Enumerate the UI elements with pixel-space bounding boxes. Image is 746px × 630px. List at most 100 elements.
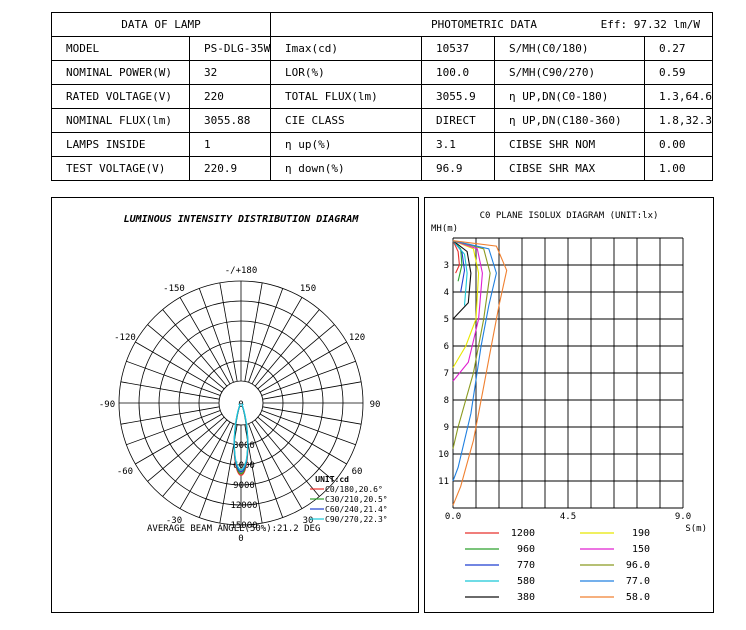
row-value: 3055.88 bbox=[188, 108, 272, 133]
isolux-legend-label: 77.0 bbox=[626, 576, 650, 587]
polar-spoke bbox=[162, 419, 228, 497]
angle-label: 30 bbox=[303, 516, 314, 526]
isolux-curve-5 bbox=[452, 240, 480, 368]
radial-tick-label: 3000 bbox=[233, 441, 255, 451]
efficiency-label: Eff: 97.32 lm/W bbox=[600, 18, 701, 31]
angle-label: -60 bbox=[117, 467, 133, 477]
legend-label: C0/180,20.6° bbox=[325, 485, 383, 494]
angle-label: 120 bbox=[349, 333, 365, 343]
row-value: 1.8,32.3 bbox=[644, 108, 714, 133]
row-label: S/MH(C0/180) bbox=[494, 36, 646, 61]
photometric-table: DATA OF LAMP PHOTOMETRIC DATA Eff: 97.32… bbox=[50, 12, 714, 181]
row-value: 1.3,64.6 bbox=[644, 84, 714, 109]
row-label: RATED VOLTAGE(V) bbox=[51, 84, 190, 109]
row-label: Imax(cd) bbox=[270, 36, 423, 61]
legend-label: C60/240,21.4° bbox=[325, 505, 388, 514]
series-curve-3 bbox=[233, 403, 249, 471]
angle-label: 60 bbox=[352, 467, 363, 477]
row-value: 220 bbox=[188, 84, 272, 109]
y-tick-label: 8 bbox=[444, 396, 449, 406]
isolux-legend-label: 150 bbox=[632, 544, 650, 555]
photo-header-cell: PHOTOMETRIC DATA Eff: 97.32 lm/W bbox=[270, 12, 714, 37]
polar-spoke bbox=[254, 419, 320, 497]
angle-label: -120 bbox=[114, 333, 136, 343]
table-row: NOMINAL FLUX(lm) 3055.88 CIE CLASS DIRECT η … bbox=[51, 108, 714, 133]
polar-spoke bbox=[179, 421, 231, 509]
table-row: NOMINAL POWER(W) 32 LOR(%) 100.0 S/MH(C90/27… bbox=[51, 60, 714, 85]
isolux-title: C0 PLANE ISOLUX DIAGRAM (UNIT:lx) bbox=[480, 211, 659, 221]
isolux-curve-8 bbox=[452, 240, 497, 482]
polar-spoke bbox=[126, 410, 221, 446]
legend-label: C30/210,20.5° bbox=[325, 495, 388, 504]
y-tick-label: 7 bbox=[444, 369, 449, 379]
x-tick-label: 0.0 bbox=[445, 512, 461, 522]
x-tick-label: 9.0 bbox=[675, 512, 691, 522]
row-value: DIRECT bbox=[421, 108, 496, 133]
polar-spoke bbox=[147, 324, 225, 390]
y-axis-label: MH(m) bbox=[431, 224, 458, 234]
isolux-legend-label: 380 bbox=[517, 592, 535, 603]
row-value: 0.00 bbox=[644, 132, 714, 157]
row-value: 0.27 bbox=[644, 36, 714, 61]
polar-spoke bbox=[179, 297, 231, 385]
row-value: 32 bbox=[188, 60, 272, 85]
polar-chart: LUMINOUS INTENSITY DISTRIBUTION DIAGRAM -… bbox=[99, 214, 388, 544]
row-label: TEST VOLTAGE(V) bbox=[51, 156, 190, 181]
angle-label: -90 bbox=[99, 400, 115, 410]
row-label: η up(%) bbox=[270, 132, 423, 157]
y-tick-label: 3 bbox=[444, 261, 449, 271]
polar-spoke bbox=[248, 423, 284, 518]
radial-tick-label: 12000 bbox=[230, 501, 257, 511]
polar-spoke bbox=[219, 282, 238, 382]
polar-spoke bbox=[126, 360, 221, 396]
y-tick-label: 6 bbox=[444, 342, 449, 352]
polar-spoke bbox=[261, 360, 356, 396]
row-value: 0.59 bbox=[644, 60, 714, 85]
polar-spoke bbox=[259, 341, 347, 393]
isolux-curve-9 bbox=[452, 240, 508, 506]
row-label: NOMINAL FLUX(lm) bbox=[51, 108, 190, 133]
center-zero-label: 0 bbox=[238, 400, 243, 410]
polar-diagram-panel: LUMINOUS INTENSITY DISTRIBUTION DIAGRAM -… bbox=[51, 197, 419, 613]
y-tick-label: 9 bbox=[444, 423, 449, 433]
angle-label: 0 bbox=[238, 534, 243, 544]
polar-spoke bbox=[135, 341, 223, 393]
polar-spoke bbox=[120, 381, 220, 400]
row-value: 3055.9 bbox=[421, 84, 496, 109]
isolux-curve-6 bbox=[452, 240, 483, 382]
polar-spoke bbox=[147, 416, 225, 482]
radial-tick-label: 9000 bbox=[233, 481, 255, 491]
isolux-grid bbox=[452, 237, 684, 509]
isolux-legend-label: 96.0 bbox=[626, 560, 650, 571]
y-tick-label: 11 bbox=[438, 477, 449, 487]
isolux-curve-3 bbox=[452, 240, 468, 306]
polar-spoke bbox=[162, 309, 228, 387]
isolux-curve-0 bbox=[452, 240, 460, 274]
isolux-diagram-panel: C0 PLANE ISOLUX DIAGRAM (UNIT:lx) MH(m) 3 4… bbox=[424, 197, 714, 613]
table-row: TEST VOLTAGE(V) 220.9 η down(%) 96.9 CIBSE S… bbox=[51, 156, 714, 181]
polar-spoke bbox=[262, 381, 362, 400]
row-label: TOTAL FLUX(lm) bbox=[270, 84, 423, 109]
angle-label: 90 bbox=[370, 400, 381, 410]
isolux-legend-label: 190 bbox=[632, 528, 650, 539]
row-label: LAMPS INSIDE bbox=[51, 132, 190, 157]
polar-spoke bbox=[259, 413, 347, 465]
x-tick-label: 4.5 bbox=[560, 512, 576, 522]
row-label: NOMINAL POWER(W) bbox=[51, 60, 190, 85]
row-value: PS-DLG-35W-RA90 bbox=[188, 36, 272, 61]
chart-title: LUMINOUS INTENSITY DISTRIBUTION DIAGRAM bbox=[124, 214, 360, 225]
isolux-legend-label: 960 bbox=[517, 544, 535, 555]
polar-spoke bbox=[257, 416, 335, 482]
polar-spoke bbox=[261, 410, 356, 446]
y-tick-label: 10 bbox=[438, 450, 449, 460]
lamp-header: DATA OF LAMP bbox=[50, 12, 272, 37]
row-value: 1.00 bbox=[644, 156, 714, 181]
y-tick-label: 4 bbox=[444, 288, 449, 298]
unit-label: UNIT:cd bbox=[315, 475, 349, 484]
row-label: η UP,DN(C0-180) bbox=[494, 84, 646, 109]
polar-spoke bbox=[262, 406, 362, 425]
polar-spoke bbox=[244, 282, 263, 382]
photo-header: PHOTOMETRIC DATA bbox=[431, 18, 537, 31]
isolux-legend-label: 580 bbox=[517, 576, 535, 587]
row-label: LOR(%) bbox=[270, 60, 423, 85]
